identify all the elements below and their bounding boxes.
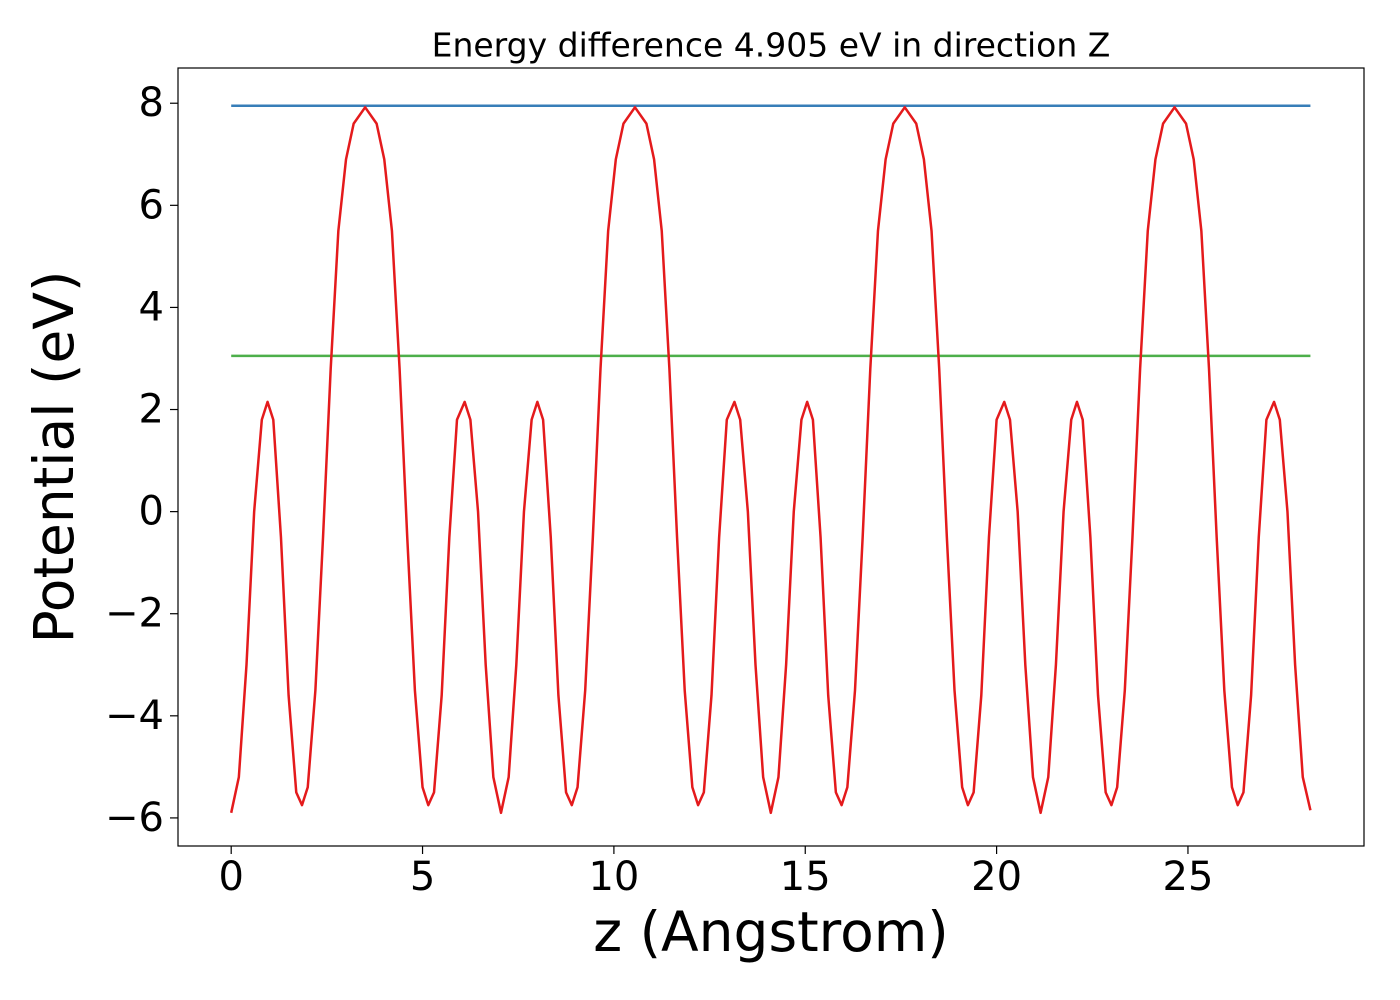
y-tick-label: 0 <box>139 489 164 535</box>
x-tick-label: 0 <box>218 854 243 900</box>
x-tick-label: 5 <box>410 854 435 900</box>
y-tick-label: 8 <box>139 80 164 126</box>
x-tick-label: 15 <box>780 854 831 900</box>
x-tick-label: 10 <box>588 854 639 900</box>
y-tick-label: 4 <box>139 284 164 330</box>
plot-frame <box>177 67 1365 847</box>
series-line <box>229 106 1312 815</box>
x-tick-label: 25 <box>1163 854 1214 900</box>
x-tick-label: 20 <box>971 854 1022 900</box>
chart-title: Energy difference 4.905 eV in direction … <box>432 26 1111 65</box>
y-tick-label: −4 <box>105 693 164 739</box>
y-tick-label: 6 <box>139 182 164 228</box>
y-axis-label: Potential (eV) <box>22 271 86 644</box>
y-tick-label: −2 <box>105 591 164 637</box>
y-tick-label: −6 <box>105 795 164 841</box>
x-axis-label: z (Angstrom) <box>593 900 949 964</box>
y-tick-label: 2 <box>139 387 164 433</box>
